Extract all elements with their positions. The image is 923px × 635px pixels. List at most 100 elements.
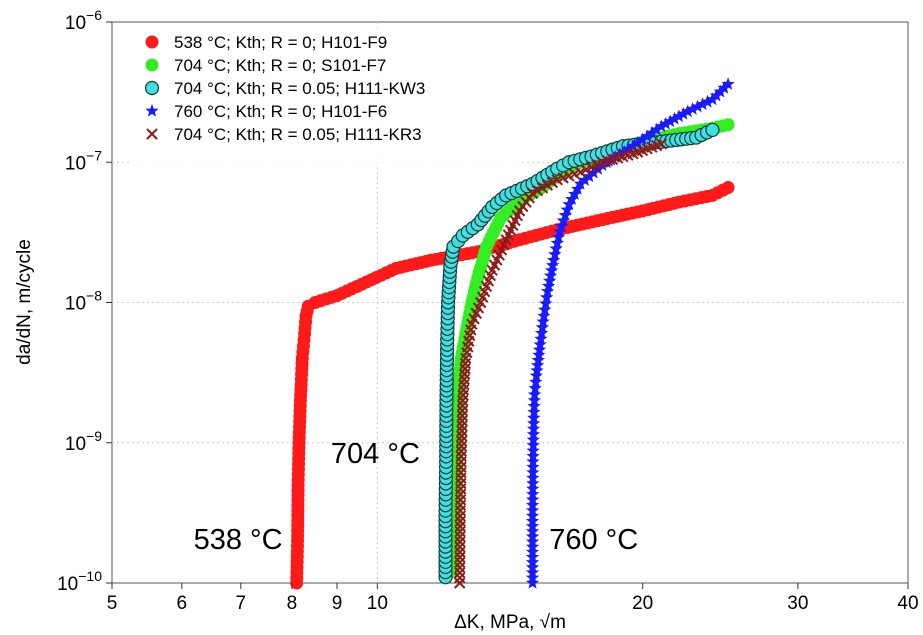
series-marker [672, 109, 686, 123]
series-marker [454, 551, 466, 563]
series-marker [534, 326, 549, 339]
series-marker [526, 460, 540, 473]
y-tick-label: 10−7 [65, 147, 102, 174]
series-marker [525, 529, 540, 543]
series-marker [525, 570, 540, 584]
series-marker [455, 435, 468, 447]
series-marker [538, 302, 552, 316]
legend-marker [146, 128, 158, 140]
series-marker [454, 561, 466, 574]
data-point [705, 122, 720, 138]
series-marker [525, 514, 540, 527]
series-marker [686, 102, 700, 115]
series-marker [525, 524, 540, 538]
series-marker [455, 445, 468, 457]
series-marker [549, 241, 563, 255]
data-point [453, 577, 466, 589]
data-point [537, 309, 551, 322]
series-marker [525, 565, 540, 579]
series-marker [550, 236, 564, 249]
y-axis-label: da/dN, m/cycle [14, 239, 35, 365]
series-marker [525, 550, 540, 563]
legend-item: 760 °C; Kth; R = 0; H101-F6 [145, 102, 387, 121]
legend-marker [145, 104, 159, 117]
data-point [721, 77, 735, 90]
legend: 538 °C; Kth; R = 0; H101-F9 704 °C; Kth; … [130, 28, 520, 164]
series-marker [534, 331, 548, 345]
legend-item: 538 °C; Kth; R = 0; H101-F9 [145, 33, 387, 52]
series-marker [631, 135, 645, 149]
data-point [455, 450, 467, 463]
data-point [546, 253, 561, 266]
data-point [552, 224, 567, 238]
series-marker [536, 314, 550, 328]
data-point [525, 509, 540, 522]
series-marker [635, 132, 650, 146]
legend-item: 704 °C; Kth; R = 0.05; H111-KR3 [146, 125, 422, 144]
series-marker [456, 415, 468, 427]
series-marker [700, 94, 715, 108]
y-tick-label: 10−6 [65, 7, 102, 34]
series-marker [525, 539, 540, 553]
series-marker [539, 296, 553, 310]
series-marker [526, 432, 541, 446]
series-marker [541, 279, 556, 292]
series-marker [690, 99, 705, 113]
series-marker [525, 545, 540, 558]
x-axis-ticks: 5 6 7 8 9 10 20 30 40 [107, 583, 919, 614]
y-tick-label: 10−10 [57, 568, 102, 595]
x-tick-label: 7 [236, 593, 247, 614]
series-marker [713, 84, 727, 98]
series-marker [526, 427, 541, 441]
data-point [525, 576, 540, 589]
series-marker [525, 503, 540, 517]
series-marker [525, 498, 540, 511]
x-tick-label: 10 [367, 593, 388, 614]
series-marker [526, 421, 541, 435]
series-marker [526, 492, 540, 506]
series-marker [526, 476, 540, 490]
series-marker [544, 263, 559, 277]
legend-label: 538 °C; Kth; R = 0; H101-F9 [174, 33, 387, 52]
series-marker [526, 443, 540, 457]
legend-label: 704 °C; Kth; R = 0.05; H111-KR3 [174, 125, 422, 144]
series-marker [456, 399, 469, 412]
series-marker [527, 393, 542, 407]
series-marker [591, 162, 605, 175]
series-marker [454, 536, 466, 548]
legend-background [130, 28, 520, 164]
series-marker [526, 487, 540, 501]
series-marker [527, 416, 541, 430]
data-point [526, 449, 540, 462]
data-point [573, 176, 588, 190]
x-tick-label: 6 [177, 593, 188, 614]
series-marker [456, 410, 469, 422]
series-marker [532, 342, 547, 356]
legend-label: 704 °C; Kth; R = 0.05; H111-KW3 [174, 79, 425, 98]
series-marker [659, 116, 673, 130]
series-marker [531, 353, 545, 366]
data-point [527, 387, 542, 401]
series-marker [454, 530, 466, 543]
series-marker [640, 129, 654, 143]
data-point [527, 411, 541, 424]
x-axis-label: ΔK, MPa, √m [454, 612, 566, 633]
series-marker [529, 375, 543, 388]
grid-lines [112, 22, 908, 583]
data-point [533, 337, 547, 351]
series-marker [456, 420, 468, 432]
series-marker [527, 405, 541, 418]
series-marker [548, 247, 562, 261]
series-marker [454, 546, 466, 558]
series-marker [526, 465, 540, 479]
series-marker [525, 534, 540, 548]
series-marker [530, 358, 545, 372]
series-marker [525, 555, 540, 569]
series-marker [676, 107, 691, 120]
series-marker [578, 173, 592, 186]
series-marker [454, 520, 466, 533]
series-marker [526, 471, 540, 484]
series-marker [554, 219, 569, 232]
series-marker [454, 556, 466, 569]
temperature-label: 704 °C [331, 438, 420, 470]
